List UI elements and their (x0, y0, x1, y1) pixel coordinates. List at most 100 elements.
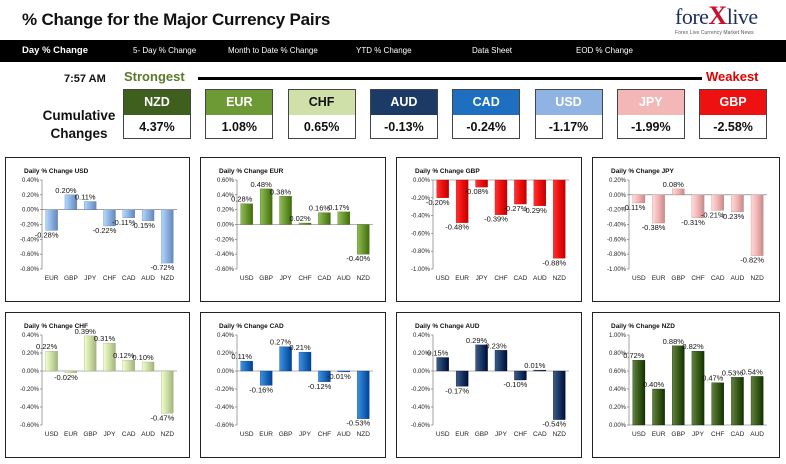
x-tick-label: GBP (64, 275, 78, 282)
bar (553, 370, 566, 420)
tab-day-change[interactable]: Day % Change (22, 45, 88, 56)
data-label: -0.21% (701, 210, 725, 219)
rank-currency: NZD (124, 90, 190, 115)
x-tick-label: EUR (64, 431, 78, 438)
chart-panel-cad: Daily % Change CAD -0.60% -0.40% -0.20% 0.00… (200, 312, 386, 458)
y-tick-label: 0.40% (413, 333, 431, 339)
x-tick-label: EUR (45, 275, 59, 282)
bar (514, 370, 527, 381)
x-tick-label: NZD (553, 275, 567, 282)
data-label: 0.16% (309, 204, 331, 213)
y-tick-label: 0.00% (413, 369, 431, 375)
y-tick-label: -0.80% (411, 249, 431, 255)
x-tick-label: AUD (337, 431, 351, 438)
bar (750, 194, 764, 256)
data-label: 0.17% (328, 203, 350, 212)
tab-ytd-change[interactable]: YTD % Change (356, 46, 412, 55)
bar (731, 377, 744, 426)
tab-eod-change[interactable]: EOD % Change (576, 46, 633, 55)
data-label: -0.22% (93, 226, 117, 235)
timestamp: 7:57 AM (64, 73, 106, 85)
data-label: 0.02% (289, 214, 311, 223)
rank-currency: CHF (288, 90, 355, 115)
bar (632, 194, 646, 204)
tab-month-to-date-change[interactable]: Month to Date % Change (228, 46, 318, 55)
y-tick-label: -0.40% (215, 252, 235, 258)
logo-part-b: live (726, 4, 759, 29)
bar (711, 194, 724, 211)
y-tick-label: -0.40% (411, 214, 431, 220)
rank-value: -1.99% (630, 120, 671, 134)
x-tick-label: EUR (455, 275, 469, 282)
rank-box-usd: USD -1.17% (534, 89, 603, 139)
bar (64, 194, 78, 210)
bar (259, 188, 273, 225)
x-tick-label: CAD (318, 275, 332, 282)
bar (691, 194, 705, 218)
data-label: 0.48% (251, 180, 273, 189)
forexlive-logo[interactable]: foreXlive Forex Live Currency Market New… (675, 3, 775, 38)
x-tick-label: CHF (711, 431, 724, 438)
data-label: -0.01% (327, 372, 351, 381)
bar (318, 212, 331, 225)
bar (298, 351, 312, 372)
y-tick-label: -0.60% (215, 423, 235, 429)
rank-box-chf: CHF 0.65% (287, 89, 356, 139)
chart-title: Daily % Change EUR (219, 168, 284, 175)
bar (475, 179, 488, 188)
data-label: -0.82% (740, 256, 764, 265)
x-tick-label: GBP (259, 275, 273, 282)
bar (279, 196, 292, 225)
bar-chart-svg: Daily % Change NZD 0.00% 0.20% 0.40% 0.60% 0.… (609, 323, 767, 438)
rank-box-nzd: NZD 4.37% (123, 89, 191, 139)
data-label: 0.29% (466, 336, 488, 345)
data-label: -0.15% (131, 221, 155, 230)
x-tick-label: CHF (691, 275, 704, 282)
x-tick-label: NZD (553, 431, 567, 438)
y-tick-label: -0.20% (20, 223, 40, 229)
rank-currency: EUR (206, 90, 273, 115)
x-tick-label: NZD (357, 431, 371, 438)
data-label: -0.23% (721, 212, 745, 221)
bar (122, 360, 135, 372)
bar (652, 194, 665, 224)
chart-title: Daily % Change USD (24, 168, 89, 175)
bar-chart-svg: Daily % Change CAD -0.60% -0.40% -0.20% 0.00… (215, 323, 373, 438)
y-tick-label: 0.00% (609, 193, 627, 199)
y-tick-label: 0.20% (413, 351, 431, 357)
y-tick-label: -0.20% (411, 387, 431, 393)
y-tick-label: 0.40% (609, 387, 627, 393)
x-tick-label: JPY (299, 431, 312, 438)
bar (632, 360, 646, 426)
rank-box-gbp: GBP -2.58% (699, 89, 768, 139)
x-tick-label: CHF (494, 275, 507, 282)
x-tick-label: USD (436, 275, 450, 282)
bar (514, 179, 527, 205)
tab-5-day-change[interactable]: 5- Day % Change (133, 46, 197, 55)
rank-value: -2.58% (713, 120, 753, 134)
strongest-label: Strongest (124, 69, 185, 84)
y-tick-label: -0.80% (20, 267, 40, 273)
x-tick-label: JPY (84, 275, 97, 282)
data-label: 0.47% (702, 374, 724, 383)
x-tick-label: AUD (141, 275, 155, 282)
x-tick-label: GBP (475, 431, 489, 438)
y-tick-label: 0.40% (22, 178, 40, 184)
tab-bar: Day % Change 5- Day % Change Month to Da… (0, 40, 786, 62)
data-label: -0.17% (445, 386, 469, 395)
data-label: 0.31% (94, 334, 116, 343)
y-tick-label: -0.60% (411, 231, 431, 237)
strength-scale-line (198, 77, 702, 80)
bar (357, 224, 370, 255)
data-label: 0.12% (113, 351, 135, 360)
bar (357, 370, 370, 419)
x-tick-label: USD (632, 431, 646, 438)
y-tick-label: -0.40% (20, 405, 40, 411)
x-tick-label: JPY (476, 275, 489, 282)
x-tick-label: JPY (280, 275, 293, 282)
chart-panel-gbp: Daily % Change GBP -1.00% -0.80% -0.60% -0.4… (396, 157, 582, 302)
tab-data-sheet[interactable]: Data Sheet (472, 46, 513, 55)
bar (731, 194, 744, 213)
bar (455, 179, 469, 223)
x-tick-label: NZD (750, 275, 764, 282)
